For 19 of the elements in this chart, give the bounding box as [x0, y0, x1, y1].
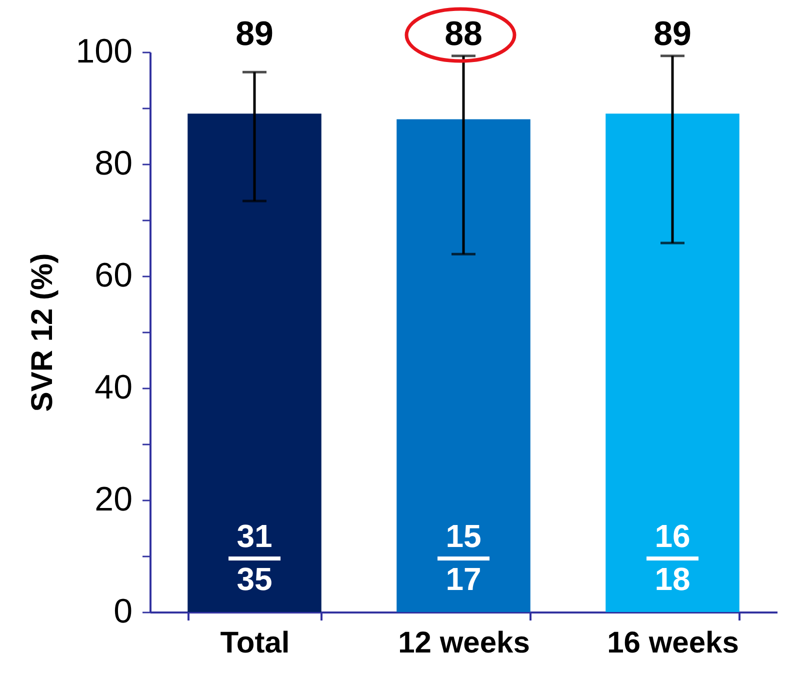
annotation: 18 [654, 561, 690, 597]
y-tick-label: 40 [94, 368, 132, 406]
x-tick-label: Total [220, 626, 290, 660]
data-label: 89 [236, 15, 274, 53]
data-label: 89 [654, 15, 692, 53]
y-axis-title: SVR 12 (%) [26, 253, 59, 412]
annotation: 31 [236, 518, 272, 554]
x-tick-label: 16 weeks [607, 626, 739, 660]
y-tick-label: 0 [114, 592, 132, 630]
annotation: 17 [446, 561, 482, 597]
annotation: 16 [654, 518, 690, 554]
data-label: 88 [444, 15, 482, 53]
y-tick-label: 80 [94, 144, 132, 182]
annotation: 35 [236, 561, 272, 597]
y-tick-label: 100 [76, 32, 132, 70]
y-tick-label: 60 [94, 256, 132, 294]
y-tick-label: 20 [94, 480, 132, 518]
x-tick-label: 12 weeks [398, 626, 530, 660]
annotation: 15 [446, 518, 482, 554]
